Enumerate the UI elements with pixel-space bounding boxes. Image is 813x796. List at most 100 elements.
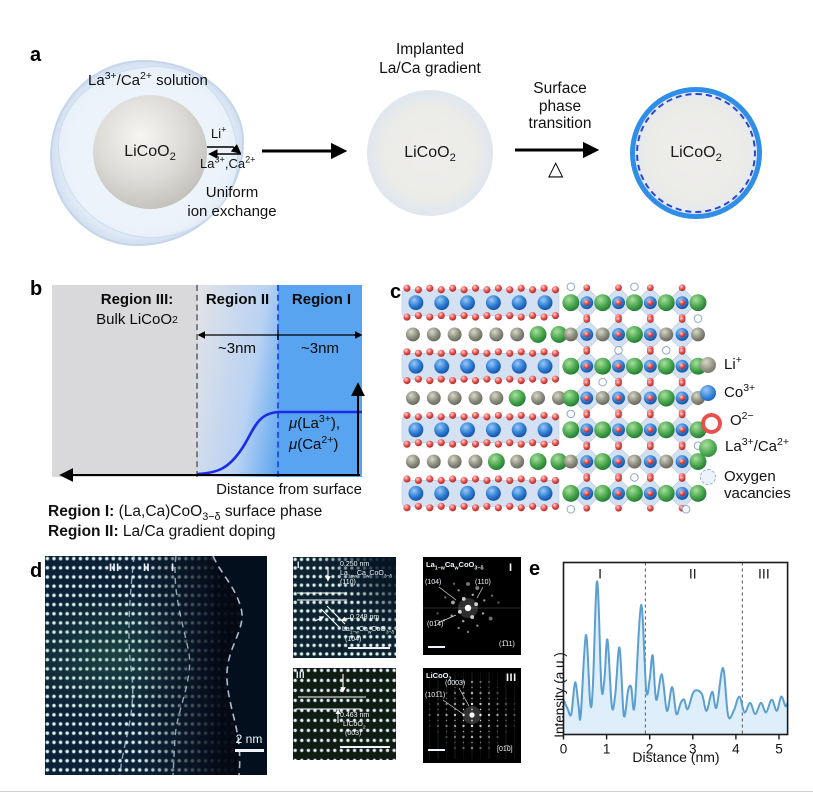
region-ii-caption-bold: Region II: bbox=[48, 523, 119, 540]
svg-text:0: 0 bbox=[560, 742, 568, 757]
shell-particle: LiCoO2 bbox=[630, 87, 762, 219]
panel-c-label: c bbox=[390, 281, 402, 303]
fft-region-i: La1−wCawCoO3−δ I (104) (110) (01̅4) (1̅1… bbox=[423, 557, 521, 655]
oxygen-vacancy-icon bbox=[700, 469, 716, 485]
region-divider-blue bbox=[277, 285, 279, 477]
panel-b-label: b bbox=[30, 278, 43, 300]
region-ii-iii-boundary-line bbox=[119, 555, 135, 776]
surface-boundary-line bbox=[212, 555, 243, 776]
region-diagram: Region III: Bulk LiCoO 2 Region II Region… bbox=[52, 285, 365, 482]
inset-i-overlay bbox=[297, 567, 352, 628]
stem-haadf-image: III II I 2 nm bbox=[45, 555, 267, 776]
legend-item-vacancy: Oxygen vacancies bbox=[700, 468, 791, 502]
panel-e-label: e bbox=[529, 558, 541, 580]
solution-label: La3+/Ca2+ solution bbox=[88, 70, 208, 89]
d-spacing-003-value: 0.463 nm bbox=[340, 712, 370, 719]
fft-i-zone-axis: (1̅11) bbox=[499, 641, 515, 648]
region-iii-sub: Bulk LiCoO 2 bbox=[96, 311, 178, 328]
legend-item-li: Li+ bbox=[700, 354, 742, 373]
particle-core-label: LiCoO2 bbox=[124, 143, 176, 164]
chemical-potential-curve bbox=[196, 410, 362, 476]
li-ion-icon bbox=[700, 357, 716, 373]
d-spacing-003-formula: LiCoO2 bbox=[343, 721, 366, 731]
fft-iii-scale-bar bbox=[428, 749, 445, 751]
fft-i-scale-bar bbox=[428, 646, 445, 648]
legend-item-o: O2− bbox=[701, 410, 754, 434]
la-ca-ion-icon bbox=[699, 439, 717, 457]
co-ion-icon bbox=[700, 385, 716, 401]
mu-ca-label: μ(Ca2+) bbox=[289, 434, 339, 453]
svg-text:5: 5 bbox=[775, 742, 783, 757]
panel-d-label: d bbox=[30, 560, 43, 582]
d-spacing-104-value: 0.248 nm bbox=[350, 614, 380, 621]
intensity-profile-chart: 0 1 2 3 4 5I II III bbox=[560, 561, 789, 757]
gradient-particle: LiCoO2 bbox=[367, 90, 493, 216]
scale-bar-label: 2 nm bbox=[235, 732, 263, 746]
region-ii-area bbox=[197, 285, 278, 477]
fft-spot-014: (01̅4) bbox=[427, 621, 444, 628]
region-i-caption: Region I: (La,Ca)CoO3−δ surface phase bbox=[48, 503, 322, 523]
mu-la-label: μ(La3+), bbox=[289, 413, 341, 432]
fft-iii-phase: LiCoO2 bbox=[426, 671, 452, 683]
svg-text:II: II bbox=[689, 566, 697, 582]
fft-spot-0003: (0003) bbox=[445, 680, 466, 687]
legend-label: Li+ bbox=[724, 354, 742, 373]
transition-label: Surface phase transition bbox=[528, 80, 592, 132]
fft-spot-104: (104) bbox=[425, 579, 442, 586]
fft-iii-pattern bbox=[428, 672, 516, 759]
hrtem-inset-region-i: I 0.250 nm La1−wCawCoO3−δ (110) 0.248 nm… bbox=[293, 557, 396, 658]
svg-text:3: 3 bbox=[689, 742, 697, 757]
legend-label: O2− bbox=[730, 410, 754, 429]
region-divider-gray bbox=[196, 285, 198, 477]
stem-region-i-label: I bbox=[171, 562, 175, 574]
arrow-li-out bbox=[207, 144, 242, 154]
heat-triangle-icon: △ bbox=[548, 158, 564, 180]
distance-axis-label: Distance from surface bbox=[216, 481, 362, 498]
hrtem-inset-region-iii: III 0.463 nm LiCoO2 (003) bbox=[293, 668, 396, 760]
svg-text:4: 4 bbox=[732, 742, 740, 757]
d-spacing-110-plane: (110) bbox=[340, 579, 356, 586]
gradient-title: Implanted La/Ca gradient bbox=[379, 41, 481, 77]
region-diagram-overlay bbox=[59, 330, 365, 482]
stem-region-ii-label: II bbox=[143, 562, 151, 574]
region-i-area bbox=[278, 285, 362, 477]
li-ion-label: Li+ bbox=[211, 124, 227, 141]
inset-iii-overlay bbox=[296, 674, 366, 723]
inset-i-scale-bar bbox=[348, 647, 390, 649]
stem-overlay bbox=[119, 555, 267, 776]
inset-i-label: I bbox=[297, 560, 301, 570]
licoo2-particle: LiCoO2 bbox=[93, 95, 207, 209]
region-i-caption-bold: Region I: bbox=[48, 503, 115, 520]
fft-spot-1011: (101̅1) bbox=[425, 692, 446, 699]
fft-i-pattern bbox=[423, 582, 521, 634]
x-axis-label: Distance (nm) bbox=[632, 749, 720, 765]
region-ii-caption: Region II: La/Ca gradient doping bbox=[48, 523, 275, 541]
region-iii-title: Region III: bbox=[100, 291, 174, 308]
region-i-ii-boundary-line bbox=[172, 555, 191, 776]
svg-text:2: 2 bbox=[646, 742, 654, 757]
o-ion-icon bbox=[701, 413, 722, 434]
svg-text:1: 1 bbox=[603, 742, 611, 757]
inset-iii-label: III bbox=[296, 670, 306, 680]
region-i-width: ~3nm bbox=[301, 340, 339, 357]
legend-label: Oxygen vacancies bbox=[724, 468, 791, 502]
region-ii-caption-text: La/Ca gradient doping bbox=[118, 523, 276, 540]
region-ii-width: ~3nm bbox=[218, 340, 256, 357]
d-spacing-110-formula: La1−wCawCoO3−δ bbox=[340, 570, 393, 580]
scale-bar bbox=[235, 749, 264, 752]
region-iii-area bbox=[52, 285, 197, 477]
panel-a-label: a bbox=[30, 44, 42, 66]
gradient-core-label: LiCoO2 bbox=[404, 144, 456, 165]
vacuum-area bbox=[213, 556, 267, 775]
legend-item-laca: La3+/Ca2+ bbox=[699, 436, 789, 457]
d-spacing-104-formula: La1−wCawCoO3−δ bbox=[342, 626, 395, 636]
uniform-exchange-label: Uniform ion exchange bbox=[187, 184, 277, 220]
fft-spot-110: (110) bbox=[475, 579, 491, 586]
legend-label: La3+/Ca2+ bbox=[725, 436, 789, 455]
la-ca-ion-label: La3+,Ca2+ bbox=[200, 154, 256, 171]
inset-iii-scale-bar bbox=[340, 746, 390, 748]
bottom-divider bbox=[0, 791, 813, 792]
stem-region-iii-label: III bbox=[109, 562, 120, 574]
svg-text:III: III bbox=[758, 566, 770, 582]
